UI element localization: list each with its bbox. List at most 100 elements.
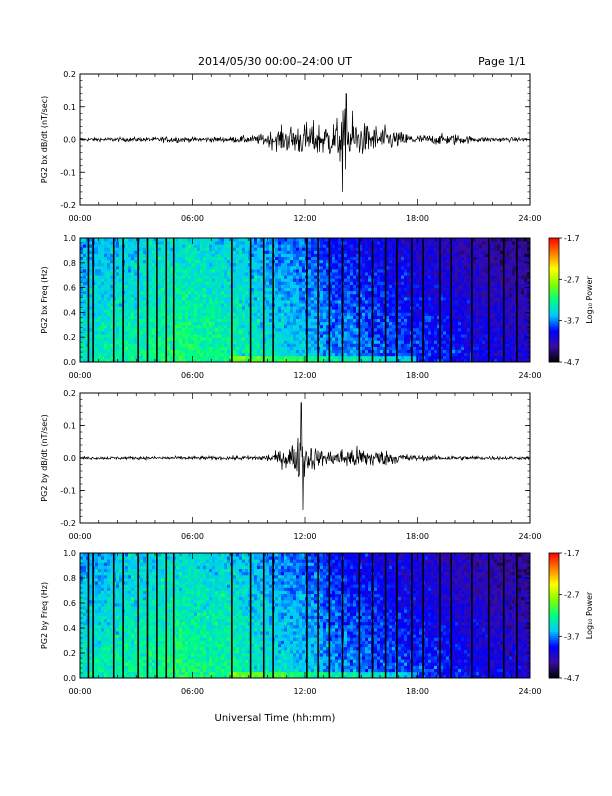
spectrogram-cell bbox=[128, 275, 131, 279]
spectrogram-cell bbox=[203, 241, 206, 245]
spectrogram-cell bbox=[116, 266, 119, 270]
spectrogram-cell bbox=[227, 312, 230, 316]
spectrogram-cell bbox=[116, 254, 119, 258]
spectrogram-cell bbox=[149, 278, 152, 282]
spectrogram-cell bbox=[245, 263, 248, 267]
spectrogram-cell bbox=[293, 337, 296, 341]
spectrogram-cell bbox=[368, 275, 371, 279]
spectrogram-cell bbox=[212, 260, 215, 264]
spectrogram-cell bbox=[332, 263, 335, 267]
spectrogram-cell bbox=[245, 350, 248, 354]
spectrogram-cell bbox=[206, 269, 209, 273]
spectrogram-cell bbox=[221, 281, 224, 285]
spectrogram-cell bbox=[191, 325, 194, 329]
spectrogram-cell bbox=[347, 247, 350, 251]
spectrogram-cell bbox=[260, 244, 263, 248]
spectrogram-cell bbox=[350, 334, 353, 338]
spectrogram-cell bbox=[176, 275, 179, 279]
spectrogram-cell bbox=[281, 303, 284, 307]
spectrogram-cell bbox=[161, 297, 164, 301]
spectrogram-cell bbox=[233, 269, 236, 273]
spectrogram-cell bbox=[98, 347, 101, 351]
spectrogram-cell bbox=[338, 337, 341, 341]
spectrogram-cell bbox=[404, 343, 407, 347]
spectrogram-cell bbox=[392, 288, 395, 292]
spectrogram-cell bbox=[398, 322, 401, 326]
spectrogram-cell bbox=[191, 244, 194, 248]
spectrogram-cell bbox=[362, 238, 365, 242]
spectrogram-cell bbox=[368, 278, 371, 282]
spectrogram-cell bbox=[431, 306, 434, 310]
spectrogram-cell bbox=[254, 300, 257, 304]
spectrogram-cell bbox=[167, 278, 170, 282]
spectrogram-cell bbox=[332, 257, 335, 261]
y-tick-label: -0.1 bbox=[60, 168, 76, 177]
spectrogram-cell bbox=[335, 356, 338, 360]
spectrogram-cell bbox=[320, 328, 323, 332]
spectrogram-cell bbox=[212, 322, 215, 326]
spectrogram-cell bbox=[158, 343, 161, 347]
spectrogram-cell bbox=[200, 281, 203, 285]
spectrogram-cell bbox=[206, 337, 209, 341]
spectrogram-cell bbox=[428, 331, 431, 335]
spectrogram-cell bbox=[110, 337, 113, 341]
spectrogram-cell bbox=[89, 350, 92, 354]
spectrogram-cell bbox=[332, 247, 335, 251]
spectrogram-cell bbox=[89, 266, 92, 270]
spectrogram-cell bbox=[206, 241, 209, 245]
spectrogram-cell bbox=[347, 306, 350, 310]
spectrogram-cell bbox=[110, 291, 113, 295]
spectrogram-cell bbox=[281, 238, 284, 242]
spectrogram-cell bbox=[404, 254, 407, 258]
spectrogram-cell bbox=[98, 254, 101, 258]
spectrogram-cell bbox=[413, 300, 416, 304]
spectrogram-cell bbox=[257, 269, 260, 273]
spectrogram-cell bbox=[344, 340, 347, 344]
spectrogram-cell bbox=[194, 316, 197, 320]
spectrogram-cell bbox=[278, 288, 281, 292]
spectrogram-cell bbox=[332, 347, 335, 351]
spectrogram-cell bbox=[392, 312, 395, 316]
spectrogram-cell bbox=[221, 319, 224, 323]
spectrogram-cell bbox=[236, 356, 239, 360]
spectrogram-cell bbox=[95, 334, 98, 338]
spectrogram-cell bbox=[125, 263, 128, 267]
spectrogram-cell bbox=[368, 319, 371, 323]
spectrogram-cell bbox=[206, 288, 209, 292]
spectrogram-cell bbox=[368, 316, 371, 320]
spectrogram-cell bbox=[104, 319, 107, 323]
spectrogram-cell bbox=[215, 285, 218, 289]
spectrogram-cell bbox=[413, 285, 416, 289]
spectrogram-cell bbox=[89, 306, 92, 310]
spectrogram-cell bbox=[254, 272, 257, 276]
spectrogram-cell bbox=[182, 337, 185, 341]
spectrogram-cell bbox=[281, 281, 284, 285]
spectrogram-cell bbox=[152, 322, 155, 326]
spectrogram-cell bbox=[350, 319, 353, 323]
spectrogram-cell bbox=[281, 316, 284, 320]
spectrogram-cell bbox=[314, 238, 317, 242]
spectrogram-cell bbox=[377, 356, 380, 360]
spectrogram-cell bbox=[338, 269, 341, 273]
spectrogram-cell bbox=[209, 241, 212, 245]
spectrogram-cell bbox=[209, 266, 212, 270]
spectrogram-cell bbox=[281, 309, 284, 313]
spectrogram-cell bbox=[275, 353, 278, 357]
spectrogram-cell bbox=[332, 322, 335, 326]
spectrogram-cell bbox=[266, 260, 269, 264]
spectrogram-cell bbox=[386, 356, 389, 360]
spectrogram-cell bbox=[368, 285, 371, 289]
spectrogram-cell bbox=[125, 353, 128, 357]
spectrogram-cell bbox=[149, 247, 152, 251]
spectrogram-cell bbox=[119, 257, 122, 261]
spectrogram-cell bbox=[296, 269, 299, 273]
spectrogram-cell bbox=[353, 247, 356, 251]
spectrogram-cell bbox=[128, 288, 131, 292]
spectrogram-cell bbox=[131, 278, 134, 282]
spectrogram-cell bbox=[239, 356, 242, 360]
spectrogram-cell bbox=[128, 343, 131, 347]
spectrogram-cell bbox=[107, 331, 110, 335]
spectrogram-cell bbox=[140, 281, 143, 285]
spectrogram-cell bbox=[416, 263, 419, 267]
spectrogram-cell bbox=[290, 257, 293, 261]
